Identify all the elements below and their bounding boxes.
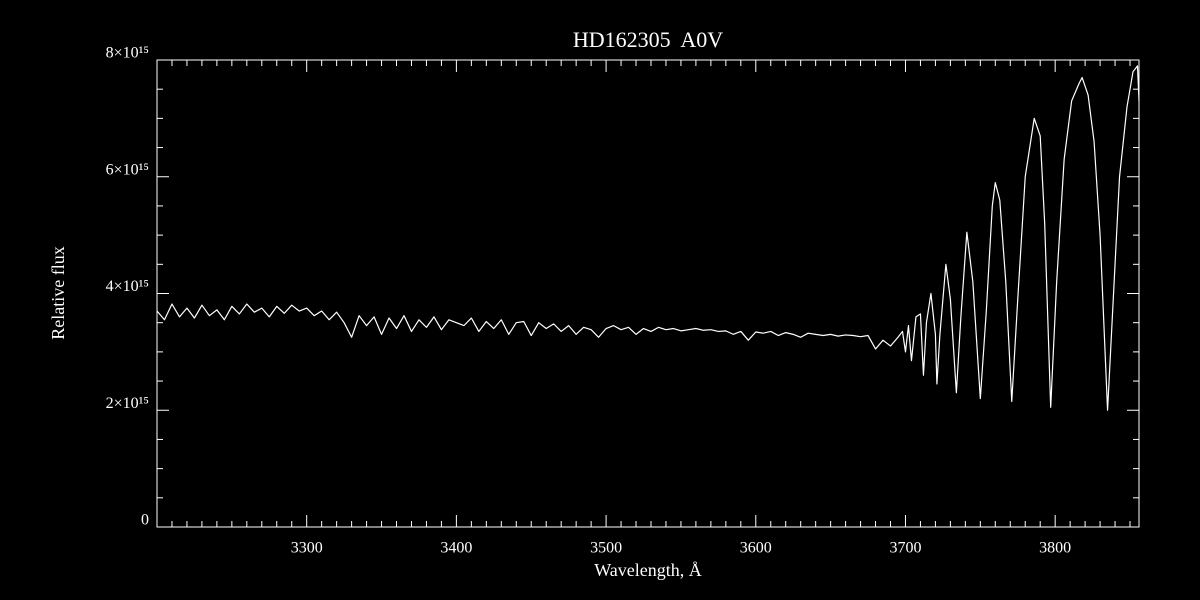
x-tick-label: 3500	[590, 540, 622, 557]
x-axis-label: Wavelength, Å	[594, 560, 702, 580]
spectrum-line	[156, 65, 1140, 411]
y-tick-label: 2×10¹⁵	[106, 395, 149, 412]
y-tick-label: 6×10¹⁵	[106, 161, 149, 178]
y-tick-label: 0	[141, 512, 149, 529]
x-tick-label: 3300	[291, 540, 323, 557]
x-tick-label: 3400	[440, 540, 472, 557]
x-tick-label: 3700	[889, 540, 921, 557]
y-tick-label: 8×10¹⁵	[106, 45, 149, 62]
chart-title: HD162305 A0V	[573, 27, 723, 52]
y-tick-label: 4×10¹⁵	[106, 278, 149, 295]
x-tick-label: 3800	[1039, 540, 1071, 557]
x-tick-label: 3600	[740, 540, 772, 557]
y-axis-label: Relative flux	[48, 246, 68, 339]
